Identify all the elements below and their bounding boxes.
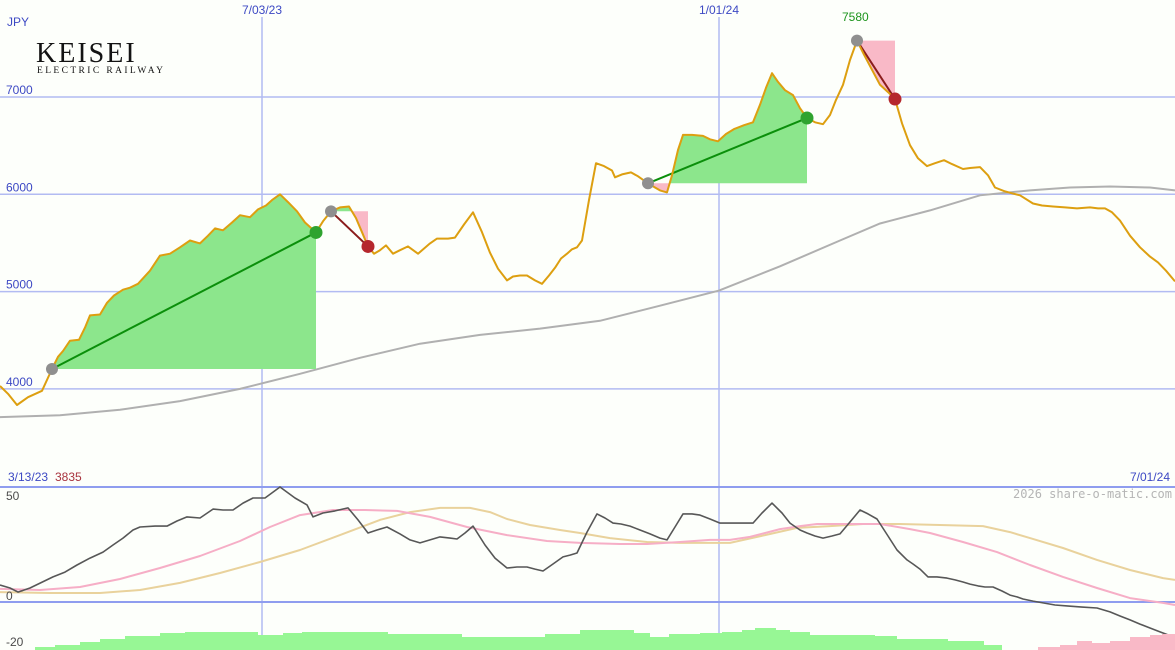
x-axis-start-date: 3/13/23 [8,470,49,484]
company-logo: KEISEI [36,38,137,69]
histogram-positive-bars [35,628,1002,650]
y-tick-label: 7000 [6,83,33,97]
start-price-label: 3835 [55,470,82,484]
y-tick-label: 6000 [6,180,33,194]
oscillator-tick-label: -20 [6,635,24,649]
watermark: 2026 share-o-matic.com [1013,487,1172,501]
price-line [0,39,1175,406]
peak-price-label: 7580 [842,10,869,24]
histogram-negative-bars [1038,633,1175,650]
y-tick-label: 5000 [6,278,33,292]
trade-exit-win-dot [309,225,323,239]
oscillator-black-line [0,486,1175,638]
win-trade-line [51,231,317,370]
trade-entry-dot [642,177,654,190]
oscillator-tick-label: 0 [6,589,13,603]
win-trade-line [647,117,808,185]
currency-label: JPY [7,15,30,29]
loss-region [351,211,368,247]
oscillator-tan-line [0,506,1175,594]
loss-trade-line [856,40,896,100]
trade-entry-dot [851,34,863,47]
trade-entry-dot [46,362,58,375]
x-tick-label: 7/03/23 [242,3,282,17]
trade-exit-loss-dot [361,239,375,253]
x-axis-end-date: 7/01/24 [1129,470,1170,484]
oscillator-tick-label: 50 [6,489,20,503]
x-tick-label: 1/01/24 [699,3,739,17]
y-tick-label: 4000 [6,375,33,389]
trade-exit-loss-dot [888,92,902,106]
company-logo-subtitle: ELECTRIC RAILWAY [37,66,166,76]
loss-trade-line [330,210,369,248]
oscillator-pink-line [0,509,1175,606]
trade-exit-win-dot [800,111,814,125]
trade-entry-dot [325,205,337,218]
moving-average-line [0,185,1175,419]
profit-region [52,194,316,369]
